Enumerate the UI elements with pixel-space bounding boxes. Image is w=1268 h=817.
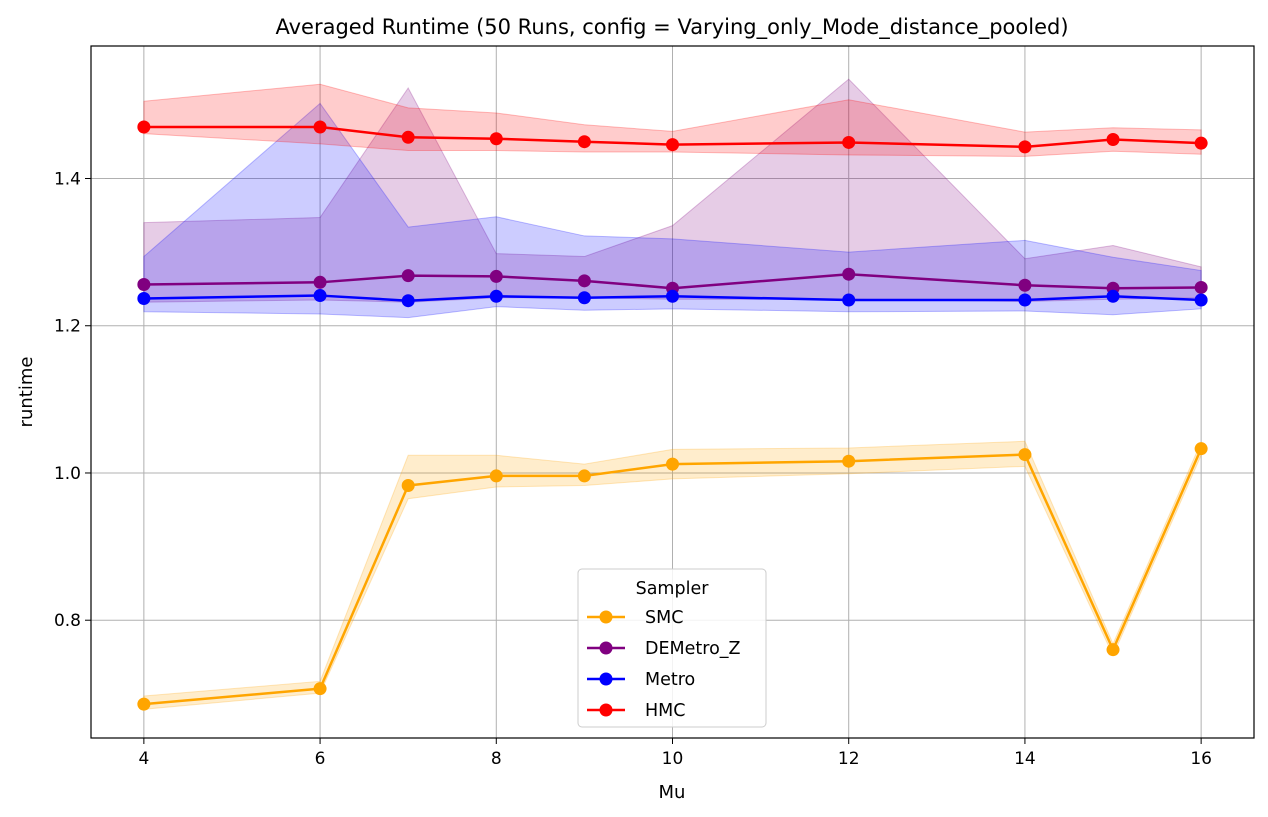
- legend-smc-marker: [599, 610, 613, 624]
- hmc-point: [489, 132, 503, 146]
- hmc-point: [1018, 140, 1032, 154]
- series-lines: [137, 120, 1208, 711]
- smc-point: [1194, 442, 1208, 456]
- metro-point: [1194, 293, 1208, 307]
- smc-point: [401, 478, 415, 492]
- smc-series: [137, 442, 1208, 711]
- demetro-z-point: [137, 278, 151, 292]
- demetro-z-point: [401, 269, 415, 283]
- x-axis-label: Mu: [659, 782, 686, 803]
- metro-point: [489, 289, 503, 303]
- metro-point: [577, 291, 591, 305]
- hmc-series: [137, 120, 1208, 154]
- y-axis-label: runtime: [16, 357, 37, 428]
- hmc-point: [577, 135, 591, 149]
- hmc-point: [137, 120, 151, 134]
- hmc-point: [1194, 136, 1208, 150]
- hmc-point: [842, 135, 856, 149]
- smc-point: [577, 469, 591, 483]
- y-tick-label: 1.2: [54, 317, 81, 337]
- x-tick-label: 12: [838, 749, 860, 769]
- legend-demetro-z-marker: [599, 641, 613, 655]
- smc-point: [842, 454, 856, 468]
- x-tick-label: 4: [138, 749, 149, 769]
- metro-band: [143, 102, 1202, 319]
- grid: [91, 46, 1254, 738]
- legend-box: [577, 568, 767, 728]
- y-tick-label: 0.8: [54, 611, 81, 631]
- demetro-z-point: [577, 274, 591, 288]
- hmc-point: [1106, 132, 1120, 146]
- metro-point: [401, 294, 415, 308]
- legend-smc-label: SMC: [645, 608, 683, 628]
- demetro-z-line: [143, 272, 1202, 290]
- x-tick-label: 8: [491, 749, 502, 769]
- smc-point: [137, 697, 151, 711]
- smc-point: [313, 682, 327, 696]
- y-tick-label: 1.0: [54, 464, 81, 484]
- hmc-point: [666, 138, 679, 152]
- demetro-z-point: [313, 275, 327, 289]
- metro-line: [143, 294, 1202, 302]
- x-tick-label: 6: [315, 749, 326, 769]
- hmc-point: [313, 120, 327, 134]
- demetro-z-point: [842, 267, 856, 281]
- legend: Sampler SMC DEMetro_Z Metro HMC: [577, 568, 767, 728]
- metro-point: [137, 292, 151, 306]
- smc-line: [143, 448, 1203, 706]
- demetro-z-point: [1018, 278, 1032, 292]
- metro-point: [1018, 293, 1032, 307]
- chart-title: Averaged Runtime (50 Runs, config = Vary…: [275, 15, 1068, 40]
- hmc-point: [401, 130, 415, 144]
- demetro-z-point: [489, 269, 503, 283]
- smc-point: [1018, 448, 1032, 462]
- smc-point: [666, 457, 679, 471]
- legend-demetro-z-label: DEMetro_Z: [645, 639, 741, 659]
- metro-series: [137, 289, 1208, 308]
- y-tick-label: 1.4: [54, 170, 81, 190]
- demetro-z-point: [1194, 280, 1208, 294]
- x-tick-label: 16: [1190, 749, 1212, 769]
- smc-point: [489, 469, 503, 483]
- legend-hmc-label: HMC: [645, 701, 685, 721]
- legend-metro-label: Metro: [645, 670, 695, 690]
- demetro-z-series: [137, 267, 1208, 295]
- metro-point: [1106, 289, 1120, 303]
- metro-point: [666, 289, 679, 303]
- legend-metro-marker: [599, 672, 613, 686]
- x-tick-label: 14: [1014, 749, 1036, 769]
- metro-point: [313, 289, 327, 303]
- metro-point: [842, 293, 856, 307]
- smc-point: [1106, 643, 1120, 657]
- x-tick-label: 10: [662, 749, 684, 769]
- legend-hmc-marker: [599, 703, 613, 717]
- axis-ticks: 4 6 8 10 12 14 16 0.8 1.0 1.2 1.4: [54, 170, 1212, 769]
- smc-band: [143, 440, 1202, 710]
- hmc-line: [143, 125, 1202, 149]
- legend-title: Sampler: [636, 579, 710, 599]
